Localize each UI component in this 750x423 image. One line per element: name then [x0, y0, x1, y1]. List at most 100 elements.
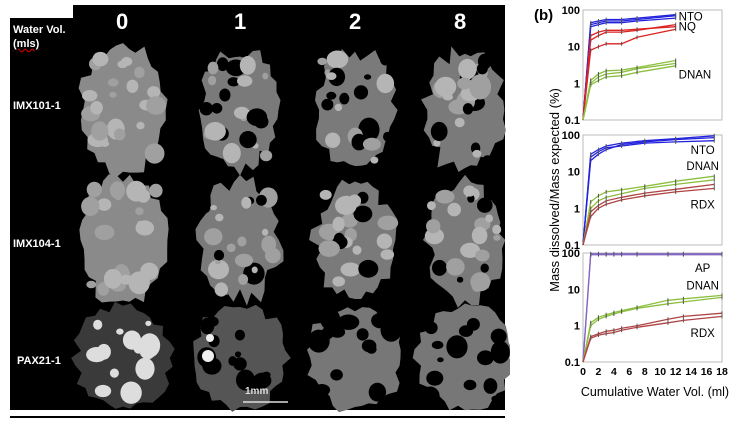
x-tick-label: 16: [701, 366, 713, 378]
series-line-rdx: [582, 312, 723, 363]
ct-particle: [492, 224, 502, 235]
series-label: RDX: [691, 328, 716, 340]
ct-particle: [199, 102, 213, 116]
ct-particle: [237, 236, 247, 247]
ct-particle: [251, 266, 258, 274]
ct-particle: [313, 384, 331, 396]
series-label: DNAN: [686, 280, 719, 292]
ct-particle: [332, 216, 345, 232]
ct-particle: [100, 140, 110, 147]
ct-particle: [210, 205, 218, 211]
series-line-ap: [582, 253, 722, 363]
ct-particle: [437, 357, 444, 363]
ct-particle: [109, 368, 119, 378]
series-line-dnan: [582, 294, 723, 363]
ct-particle: [207, 61, 219, 75]
ct-particle: [380, 249, 395, 260]
divider: [10, 416, 505, 418]
y-tick-label: 100: [562, 5, 580, 17]
ct-particle: [458, 325, 474, 337]
ct-particle: [433, 139, 441, 147]
ct-particle: [116, 328, 124, 335]
ct-particle: [431, 340, 444, 350]
ct-particle: [328, 67, 346, 87]
ct-particle: [97, 352, 104, 358]
ct-particle: [334, 103, 343, 112]
ct-particle: [208, 259, 229, 280]
ct-particle: [463, 379, 477, 391]
ct-particle: [239, 56, 256, 75]
ct-particle: [214, 259, 221, 265]
ct-particle: [326, 50, 349, 69]
ct-particle: [471, 279, 483, 292]
ct-particle: [485, 214, 493, 223]
ct-particle: [490, 328, 507, 344]
x-tick-label: 8: [642, 366, 648, 378]
column-label: 0: [116, 9, 129, 34]
ct-particle: [213, 249, 225, 261]
ct-particle: [136, 121, 145, 130]
ct-particle: [476, 63, 488, 75]
ct-particle: [325, 132, 341, 148]
ct-particle: [107, 78, 119, 87]
ct-particle: [490, 340, 510, 364]
ct-particle: [144, 143, 165, 164]
ct-particle: [94, 384, 112, 398]
ct-particle: [330, 369, 343, 381]
ct-particle: [82, 90, 98, 102]
ct-particle: [233, 106, 250, 119]
series-line-rdx: [582, 187, 715, 246]
ct-particle: [460, 242, 481, 258]
ct-particle: [226, 243, 236, 253]
ct-particle: [483, 155, 492, 162]
ct-particle: [92, 51, 109, 67]
y-axis-label: Mass dissolved/Mass expected (%): [547, 88, 562, 292]
ct-particle: [456, 276, 464, 283]
ct-particle: [472, 149, 482, 158]
ct-particle: [149, 183, 163, 198]
ct-particle: [483, 378, 498, 394]
ct-particle: [446, 335, 468, 359]
ct-particle: [261, 235, 277, 254]
ct-particle: [307, 329, 330, 353]
ct-particle: [383, 131, 393, 142]
ct-particle: [222, 142, 241, 164]
ct-particle: [260, 150, 273, 162]
ct-particle: [480, 263, 489, 273]
ct-particle: [204, 228, 223, 246]
ct-particle: [435, 189, 455, 204]
series-line-dnan: [582, 179, 715, 246]
ct-particle: [261, 228, 269, 236]
ct-particle: [90, 101, 103, 115]
series-label: NTO: [679, 12, 703, 24]
ct-particle: [114, 128, 126, 141]
ct-particle: [446, 258, 465, 276]
ct-particle: [119, 274, 133, 285]
ct-particle: [320, 308, 341, 331]
ct-particle: [216, 57, 229, 72]
column-label: 1: [234, 9, 247, 34]
ct-particle: [462, 103, 474, 115]
series-line-dnan: [582, 296, 723, 363]
ct-particle: [475, 249, 490, 262]
ct-particle: [86, 181, 102, 198]
ct-particle: [426, 370, 444, 386]
ct-particle: [97, 198, 112, 211]
ct-particle: [219, 88, 231, 102]
y-tick-label: 10: [568, 284, 580, 296]
ct-particle: [358, 259, 379, 278]
series-line-dnan: [582, 175, 715, 246]
row-label: IMX101-1: [13, 100, 61, 112]
ct-particle: [145, 320, 152, 326]
ct-particle: [135, 207, 144, 216]
ct-particle: [371, 312, 390, 329]
row-label: IMX104-1: [13, 238, 61, 250]
ct-particle: [81, 196, 100, 216]
ct-particle: [246, 378, 265, 392]
ct-particle: [376, 73, 395, 94]
series-line-rdx: [582, 183, 715, 246]
ct-particle: [239, 131, 257, 149]
ct-particle: [200, 317, 215, 335]
ct-particle: [353, 85, 369, 100]
series-line-nto: [582, 135, 715, 246]
